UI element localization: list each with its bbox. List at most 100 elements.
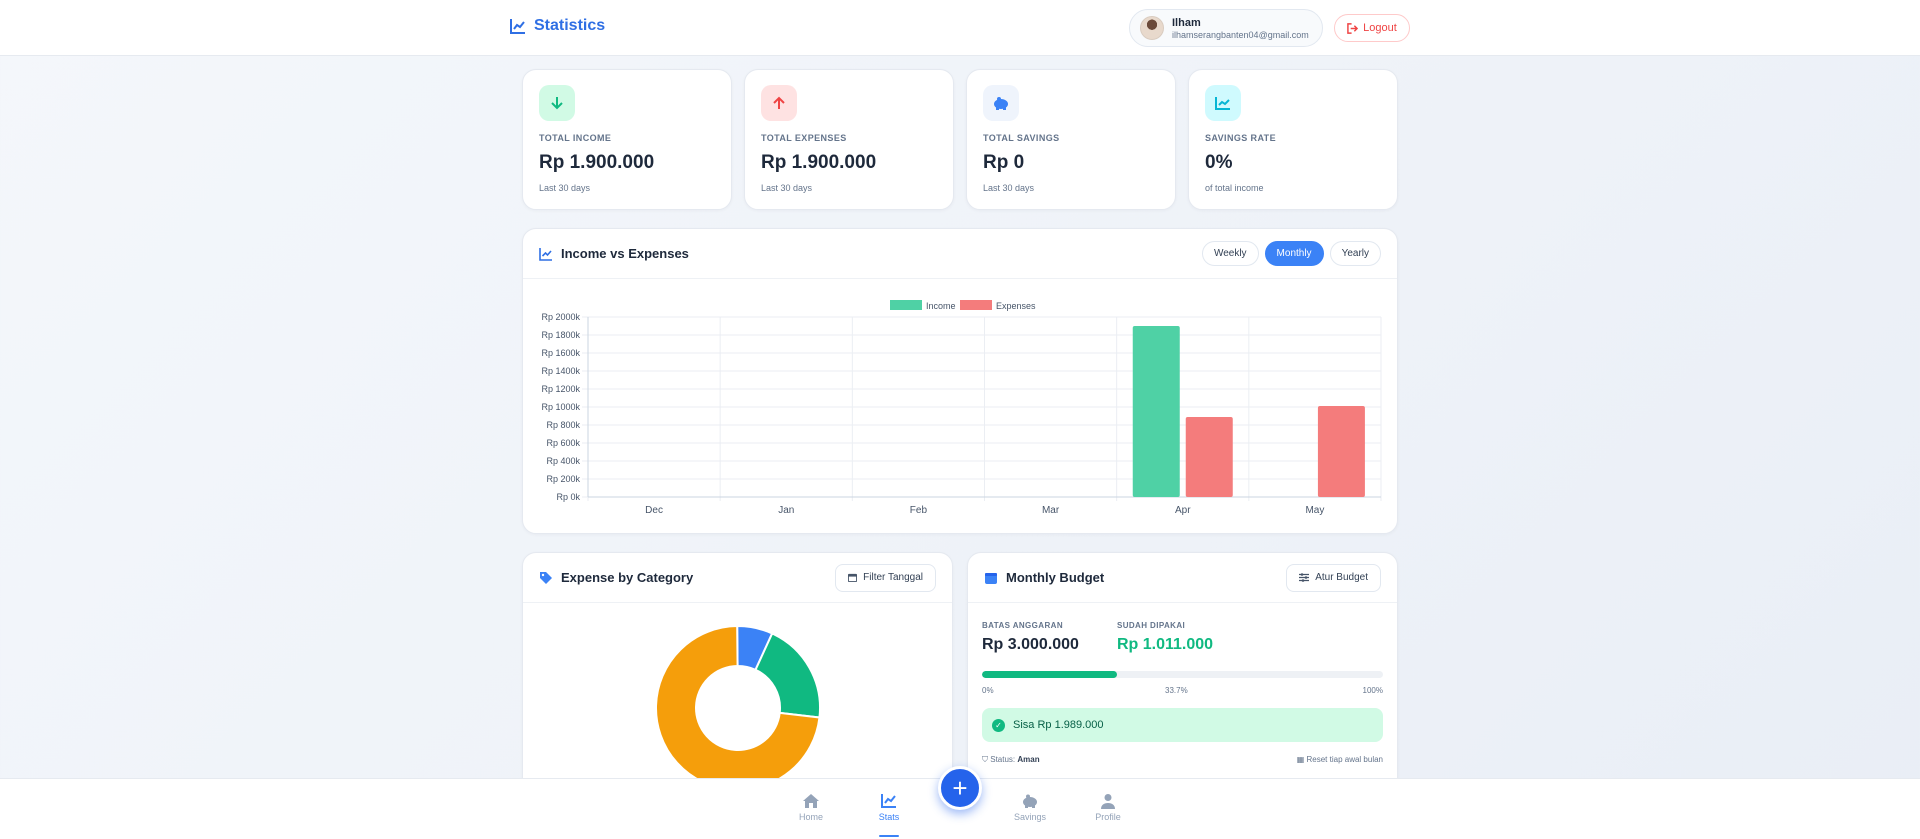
panel-title: Expense by Category: [539, 570, 693, 585]
user-email: ilhamserangbanten04@gmail.com: [1172, 29, 1309, 40]
budget-footer: ⛉ Status: Aman ▦ Reset tiap awal bulan: [982, 755, 1383, 765]
legend-swatch: [960, 300, 992, 310]
y-tick-label: Rp 800k: [546, 420, 580, 430]
period-weekly-button[interactable]: Weekly: [1201, 241, 1259, 266]
nav-label: Savings: [1013, 812, 1047, 822]
piggy-bank-icon: [1023, 794, 1037, 808]
legend-label: Expenses: [996, 301, 1036, 311]
stat-subtext: Last 30 days: [761, 183, 813, 193]
legend-label: Income: [926, 301, 956, 311]
user-name: Ilham: [1172, 16, 1201, 29]
y-tick-label: Rp 1800k: [541, 330, 580, 340]
nav-active-indicator: [879, 835, 899, 837]
nav-label: Home: [798, 812, 823, 822]
x-tick-label: Jan: [778, 505, 794, 516]
x-tick-label: Feb: [910, 505, 928, 516]
calendar-icon: ▦: [1296, 755, 1305, 764]
logout-label: Logout: [1363, 22, 1397, 34]
x-tick-label: Dec: [645, 505, 663, 516]
stat-label: SAVINGS RATE: [1205, 133, 1276, 143]
check-circle-icon: ✓: [992, 718, 1005, 732]
set-budget-label: Atur Budget: [1315, 572, 1368, 583]
y-tick-label: Rp 400k: [546, 456, 580, 466]
arrow-down-icon: [539, 85, 575, 121]
tick-max: 100%: [1362, 686, 1383, 695]
stat-card-savings: TOTAL SAVINGS Rp 0 Last 30 days: [966, 69, 1176, 210]
bar-income[interactable]: [1132, 326, 1180, 497]
panel-title-text: Monthly Budget: [1006, 570, 1105, 585]
filter-date-button[interactable]: Filter Tanggal: [835, 563, 936, 592]
bar-expenses[interactable]: [1185, 416, 1233, 497]
home-icon: [803, 794, 819, 808]
page-title-text: Statistics: [534, 17, 606, 34]
budget-progress-bar: [982, 671, 1383, 678]
x-tick-label: Apr: [1175, 505, 1191, 516]
donut-slice[interactable]: [655, 625, 821, 783]
chart-line-icon: [539, 247, 552, 261]
chart-line-icon: [1205, 85, 1241, 121]
y-tick-label: Rp 0k: [556, 492, 580, 502]
reset-note-text: Reset tiap awal bulan: [1306, 755, 1384, 764]
stat-label: TOTAL SAVINGS: [983, 133, 1060, 143]
stat-subtext: Last 30 days: [539, 183, 591, 193]
panel-header: Expense by Category Filter Tanggal: [523, 553, 952, 603]
nav-item-savings[interactable]: Savings: [1000, 793, 1060, 822]
bar-expenses[interactable]: [1317, 406, 1365, 497]
tick-min: 0%: [982, 686, 994, 695]
user-icon: [1101, 794, 1115, 809]
panel-title: Income vs Expenses: [539, 246, 689, 261]
y-tick-label: Rp 1000k: [541, 402, 580, 412]
budget-limit-value: Rp 3.000.000: [982, 636, 1079, 653]
period-toggle: Weekly Monthly Yearly: [1201, 241, 1381, 266]
user-chip[interactable]: Ilham ilhamserangbanten04@gmail.com: [1129, 9, 1323, 47]
sliders-icon: [1299, 573, 1310, 582]
stat-card-savings-rate: SAVINGS RATE 0% of total income: [1188, 69, 1398, 210]
tick-mid: 33.7%: [1165, 686, 1188, 695]
stat-card-income: TOTAL INCOME Rp 1.900.000 Last 30 days: [522, 69, 732, 210]
logout-button[interactable]: Logout: [1334, 14, 1410, 42]
stat-value: Rp 0: [983, 152, 1025, 173]
budget-used-label: SUDAH DIPAKAI: [1116, 621, 1186, 630]
budget-remaining-text: Sisa Rp 1.989.000: [1013, 719, 1104, 731]
budget-progress-fill: [982, 671, 1118, 678]
status-label: Status:: [990, 755, 1016, 764]
y-tick-label: Rp 2000k: [541, 312, 580, 322]
panel-title: Monthly Budget: [984, 570, 1104, 585]
add-transaction-button[interactable]: +: [938, 766, 982, 810]
budget-limit-label: BATAS ANGGARAN: [982, 621, 1064, 630]
panel-header: Monthly Budget Atur Budget: [968, 553, 1397, 603]
wallet-icon: [985, 572, 997, 584]
status-value: Aman: [1017, 755, 1040, 764]
stat-value: 0%: [1205, 152, 1233, 173]
shield-icon: ⛉: [982, 755, 988, 764]
filter-date-label: Filter Tanggal: [863, 572, 923, 583]
x-tick-label: Mar: [1042, 505, 1060, 516]
piggy-bank-icon: [983, 85, 1019, 121]
nav-item-stats[interactable]: Stats: [859, 793, 919, 822]
set-budget-button[interactable]: Atur Budget: [1286, 563, 1381, 592]
plus-icon: +: [952, 772, 968, 803]
stat-card-expenses: TOTAL EXPENSES Rp 1.900.000 Last 30 days: [744, 69, 954, 210]
stat-label: TOTAL INCOME: [539, 133, 612, 143]
chart-line-icon: [881, 794, 896, 808]
panel-title-text: Expense by Category: [561, 570, 694, 585]
budget-used-value: Rp 1.011.000: [1116, 636, 1214, 653]
arrow-up-icon: [761, 85, 797, 121]
logout-icon: [1347, 22, 1359, 34]
calendar-icon: [848, 573, 858, 582]
reset-note: ▦ Reset tiap awal bulan: [1297, 755, 1383, 765]
period-yearly-button[interactable]: Yearly: [1329, 241, 1381, 266]
tags-icon: [540, 571, 552, 584]
period-monthly-button[interactable]: Monthly: [1264, 241, 1324, 266]
stat-value: Rp 1.900.000: [539, 152, 655, 173]
nav-item-home[interactable]: Home: [781, 793, 841, 822]
nav-item-profile[interactable]: Profile: [1078, 793, 1138, 822]
top-bar: Statistics Ilham ilhamserangbanten04@gma…: [0, 0, 1920, 56]
page-title: Statistics: [510, 17, 605, 35]
chart-line-icon: [510, 19, 525, 34]
nav-label: Profile: [1095, 812, 1121, 822]
avatar: [1140, 16, 1164, 40]
y-tick-label: Rp 600k: [546, 438, 580, 448]
legend-swatch: [890, 300, 922, 310]
stat-value: Rp 1.900.000: [761, 152, 877, 173]
